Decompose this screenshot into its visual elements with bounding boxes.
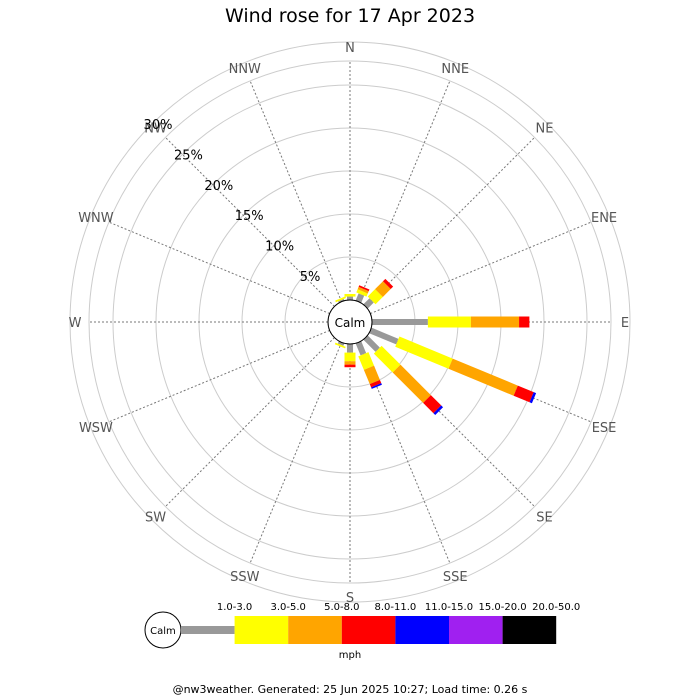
spoke-line xyxy=(357,80,451,302)
direction-label-s: S xyxy=(346,591,354,606)
ring-label-25: 25% xyxy=(174,148,203,163)
chart-title: Wind rose for 17 Apr 2023 xyxy=(224,5,476,27)
legend-swatch-3 xyxy=(341,616,396,644)
bar-segment-nne-bin-0 xyxy=(355,293,365,303)
direction-label-nne: NNE xyxy=(441,62,469,77)
direction-label-nnw: NNW xyxy=(229,62,261,77)
direction-label-ene: ENE xyxy=(591,211,617,226)
legend-calm-label: Calm xyxy=(150,626,176,637)
bar-segment-sse-bin-4 xyxy=(371,383,382,389)
direction-label-ne: NE xyxy=(535,122,553,137)
legend-label-1: 3.0-5.0 xyxy=(270,602,305,613)
legend-label-0: 1.0-3.0 xyxy=(217,602,252,613)
legend-swatch-0 xyxy=(181,626,235,634)
legend-swatch-1 xyxy=(234,616,289,644)
bar-segment-ssw-bin-1 xyxy=(334,342,346,349)
bar-segment-ese-bin-1 xyxy=(395,336,453,369)
spoke-line xyxy=(370,221,592,315)
bar-segment-nne-bin-1 xyxy=(356,289,368,297)
legend-label-2: 5.0-8.0 xyxy=(324,602,359,613)
bar-segment-se-bin-4 xyxy=(433,405,444,416)
direction-label-ese: ESE xyxy=(592,421,617,436)
bar-segment-se-bin-3 xyxy=(423,395,442,414)
calm-circle xyxy=(327,299,373,345)
footer-text: @nw3weather. Generated: 25 Jun 2025 10:2… xyxy=(172,683,528,696)
direction-label-wnw: WNW xyxy=(78,211,114,226)
bar-segment-nne-bin-3 xyxy=(358,285,370,292)
bar-segment-se-bin-0 xyxy=(363,335,380,352)
legend-swatch-4 xyxy=(395,616,449,644)
direction-label-e: E xyxy=(621,316,629,331)
bar-segment-se-bin-1 xyxy=(373,345,401,373)
legend-label-5: 15.0-20.0 xyxy=(479,602,527,613)
direction-label-se: SE xyxy=(536,510,552,525)
legend-label-6: 20.0-50.0 xyxy=(532,602,580,613)
calm-label: Calm xyxy=(335,316,366,330)
ring-label-20: 20% xyxy=(204,179,233,194)
bar-segment-sse-bin-3 xyxy=(369,379,382,388)
legend-swatch-6 xyxy=(502,616,557,644)
bar-segment-ese-bin-4 xyxy=(529,392,537,404)
spoke-line xyxy=(249,80,343,302)
direction-label-ssw: SSW xyxy=(230,570,260,585)
bar-segment-ese-bin-2 xyxy=(448,358,518,396)
bar-segment-ese-bin-3 xyxy=(513,385,534,403)
direction-label-nw: NW xyxy=(144,122,167,137)
ring-label-15: 15% xyxy=(235,209,264,224)
ring-label-10: 10% xyxy=(265,240,294,255)
bar-segment-nne-bin-2 xyxy=(357,286,369,294)
grid-ring-outer xyxy=(88,60,612,584)
ring-label-5: 5% xyxy=(300,270,321,285)
bar-segment-sse-bin-2 xyxy=(363,365,380,385)
bar-segment-sse-bin-0 xyxy=(355,341,367,356)
legend-swatch-2 xyxy=(288,616,342,644)
spoke-line xyxy=(108,221,330,315)
bar-segment-ese-bin-0 xyxy=(369,327,399,345)
grid-ring xyxy=(112,84,588,560)
legend-units-label: mph xyxy=(339,650,361,661)
direction-label-wsw: WSW xyxy=(79,421,113,436)
legend-label-4: 11.0-15.0 xyxy=(425,602,473,613)
bar-segment-nnw-bin-1 xyxy=(335,296,347,303)
direction-label-sse: SSE xyxy=(443,570,468,585)
bar-segment-se-bin-2 xyxy=(392,364,431,403)
bar-segment-ne-bin-0 xyxy=(363,298,374,309)
direction-label-w: W xyxy=(69,316,82,331)
bar-segment-ne-bin-2 xyxy=(375,281,391,297)
spoke-line xyxy=(108,329,330,423)
bar-segment-ne-bin-1 xyxy=(367,289,383,305)
legend-swatch-5 xyxy=(449,616,503,644)
spoke-line xyxy=(249,342,343,564)
direction-label-sw: SW xyxy=(145,510,166,525)
legend-label-3: 8.0-11.0 xyxy=(375,602,417,613)
bar-segment-ne-bin-3 xyxy=(382,278,394,290)
direction-label-n: N xyxy=(345,41,355,56)
ring-label-30: 30% xyxy=(144,118,173,133)
bar-segment-sse-bin-1 xyxy=(358,352,375,370)
grid-ring xyxy=(69,41,631,603)
